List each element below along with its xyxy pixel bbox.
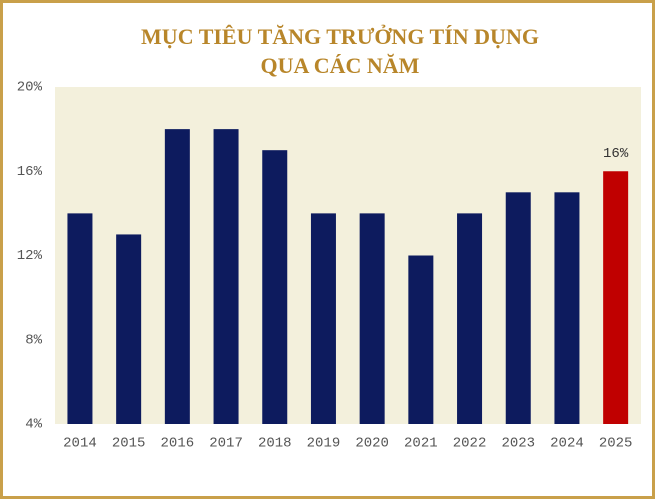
x-tick-label: 2021	[404, 436, 438, 452]
plot-area	[55, 87, 641, 424]
bar	[310, 213, 336, 424]
bar	[262, 150, 288, 424]
bar	[213, 129, 239, 424]
bar	[554, 192, 580, 424]
x-tick-label: 2025	[599, 436, 633, 452]
x-tick-label: 2023	[501, 436, 535, 452]
y-tick-label: 4%	[25, 417, 42, 433]
y-tick-label: 16%	[17, 164, 43, 180]
x-tick-label: 2015	[112, 436, 146, 452]
x-tick-label: 2014	[63, 436, 97, 452]
bar	[603, 171, 629, 424]
x-tick-label: 2024	[550, 436, 584, 452]
x-tick-label: 2016	[161, 436, 195, 452]
bar	[505, 192, 531, 424]
x-tick-label: 2022	[453, 436, 487, 452]
x-tick-label: 2017	[209, 436, 243, 452]
y-tick-label: 8%	[25, 332, 42, 348]
bar	[67, 213, 93, 424]
x-tick-label: 2020	[355, 436, 389, 452]
bar	[116, 234, 142, 424]
y-tick-label: 20%	[17, 80, 43, 96]
y-tick-label: 12%	[17, 248, 43, 264]
bar	[164, 129, 190, 424]
bar	[457, 213, 483, 424]
bar	[359, 213, 385, 424]
chart-title: QUA CÁC NĂM	[261, 53, 420, 78]
x-tick-label: 2018	[258, 436, 292, 452]
data-label: 16%	[603, 146, 629, 162]
bar	[408, 255, 434, 424]
x-tick-label: 2019	[307, 436, 341, 452]
chart-title: MỤC TIÊU TĂNG TRƯỞNG TÍN DỤNG	[141, 24, 539, 49]
